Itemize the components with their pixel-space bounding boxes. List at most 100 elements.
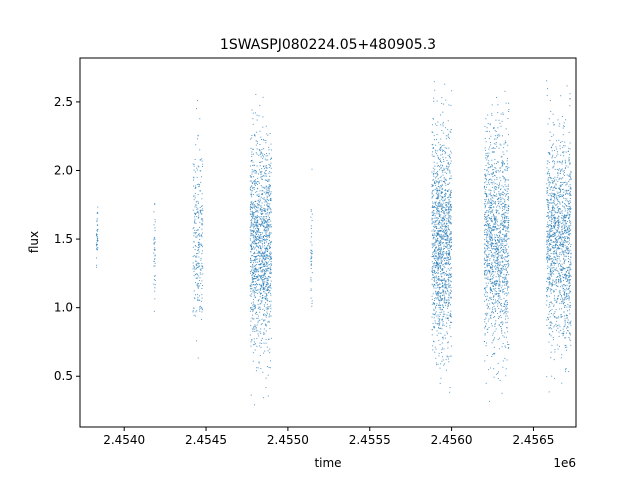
data-point [255, 370, 257, 372]
data-point [564, 324, 566, 326]
data-point [447, 290, 449, 292]
data-point [450, 232, 452, 234]
data-point [495, 227, 497, 229]
data-point [440, 164, 442, 166]
data-point [202, 273, 204, 275]
data-point [438, 324, 440, 326]
data-point [443, 246, 445, 248]
data-point [431, 295, 433, 297]
data-point [490, 288, 492, 290]
data-point [497, 362, 499, 364]
data-point [550, 215, 552, 217]
data-point [257, 228, 259, 230]
data-point [495, 222, 496, 224]
data-point [263, 166, 265, 168]
data-point [560, 281, 562, 283]
data-point [260, 270, 262, 272]
data-point [257, 300, 259, 302]
data-point [564, 291, 566, 293]
data-point [450, 205, 452, 207]
data-point [449, 247, 451, 249]
data-point [547, 278, 549, 280]
data-point [264, 297, 266, 299]
data-point [484, 185, 486, 187]
data-point [436, 193, 438, 195]
data-point [497, 239, 499, 241]
data-point [154, 265, 156, 267]
data-point [201, 193, 203, 195]
data-point [502, 225, 504, 227]
data-point [495, 195, 497, 197]
data-point [561, 201, 563, 203]
data-point [488, 226, 490, 228]
data-point [442, 282, 444, 284]
data-point [443, 216, 445, 218]
data-point [448, 216, 450, 218]
data-point [497, 205, 499, 207]
data-point [250, 341, 252, 343]
data-point [565, 296, 567, 298]
data-point [449, 387, 451, 388]
data-point [508, 254, 510, 256]
data-point [199, 277, 201, 279]
data-point [490, 190, 492, 192]
data-point [497, 266, 499, 268]
data-point [431, 154, 433, 156]
data-point [494, 135, 496, 137]
data-point [487, 220, 489, 222]
data-point [97, 230, 99, 232]
data-point [492, 308, 494, 310]
data-point [438, 181, 440, 183]
data-point [489, 308, 491, 310]
data-point [441, 285, 443, 287]
data-point [446, 211, 448, 213]
data-point [261, 149, 263, 151]
data-point [489, 174, 491, 176]
data-point [260, 247, 262, 249]
data-point [447, 189, 449, 191]
data-point [490, 236, 492, 238]
data-point [504, 258, 506, 260]
data-point [444, 182, 446, 184]
data-point [506, 150, 508, 152]
data-point [254, 205, 256, 207]
data-point [486, 260, 488, 262]
data-point [484, 326, 486, 328]
data-point [501, 193, 503, 195]
data-point [497, 254, 499, 256]
data-point [153, 252, 155, 254]
data-point [443, 280, 445, 282]
data-point [502, 197, 504, 199]
data-point [253, 293, 255, 295]
data-point [493, 283, 495, 285]
data-point [267, 203, 269, 205]
data-point [489, 202, 491, 204]
data-point [438, 242, 440, 244]
data-point [555, 285, 557, 287]
data-point [494, 255, 496, 257]
data-point [259, 308, 261, 310]
data-point [431, 334, 433, 336]
data-point [255, 208, 257, 210]
data-point [442, 284, 444, 286]
data-point [264, 219, 266, 221]
data-point [568, 157, 570, 159]
data-point [254, 220, 256, 222]
data-point [310, 264, 312, 266]
data-point [438, 256, 440, 258]
data-point [200, 181, 202, 183]
data-point [311, 300, 313, 302]
data-point [486, 266, 488, 268]
data-point [493, 259, 495, 261]
data-point [265, 165, 267, 167]
data-point [493, 187, 495, 189]
data-point [444, 236, 446, 238]
data-point [438, 195, 440, 197]
data-point [438, 253, 440, 255]
data-point [494, 337, 496, 339]
data-point [504, 225, 506, 227]
data-point [432, 214, 434, 216]
data-point [447, 234, 449, 236]
data-point [252, 148, 254, 150]
data-point [154, 230, 156, 232]
